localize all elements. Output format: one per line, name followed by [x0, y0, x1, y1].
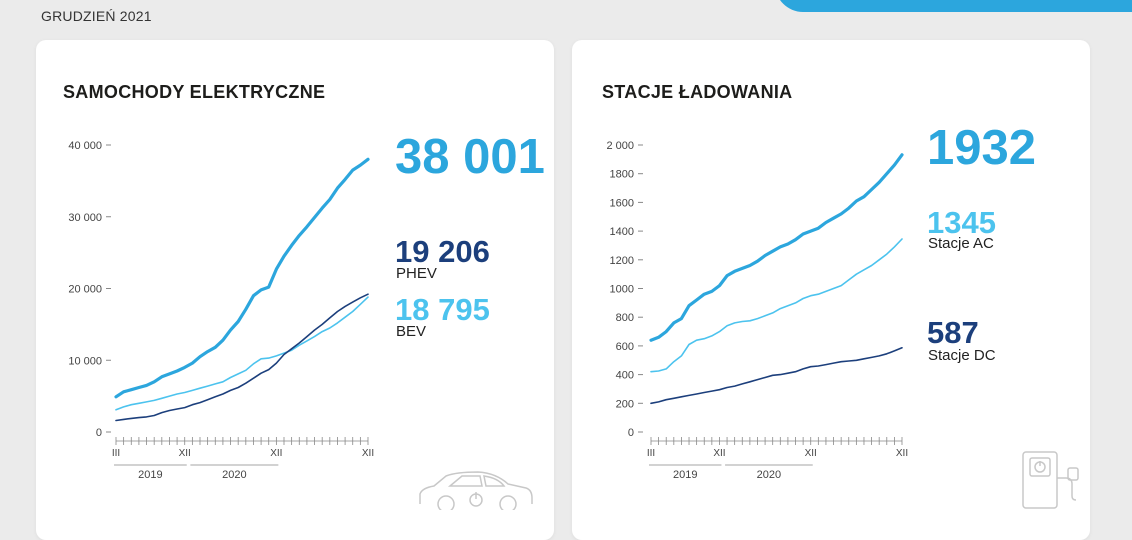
year-label: 2020	[222, 469, 246, 481]
series-line-2	[115, 293, 369, 422]
x-tick-label: III	[112, 448, 120, 459]
y-tick-label: 400	[616, 370, 634, 382]
x-tick-label: XII	[713, 448, 725, 459]
card-electric-cars: SAMOCHODY ELEKTRYCZNE 0 10 000 20 000 30 00…	[36, 40, 554, 540]
y-tick-label: 600	[616, 341, 634, 353]
bev-value: 18 795	[395, 292, 490, 327]
y-tick-label: 1800	[610, 169, 634, 181]
card-charging-stations: STACJE ŁADOWANIA 0 200 400 600 800 1000 1200 14…	[572, 40, 1090, 540]
card-title: SAMOCHODY ELEKTRYCZNE	[63, 82, 326, 102]
x-tick-label: XII	[805, 448, 817, 459]
total-value: 1932	[927, 121, 1037, 175]
y-tick-label: 1000	[610, 284, 634, 296]
series-line-3	[115, 296, 369, 411]
year-label: 2019	[138, 469, 162, 481]
y-tick-label: 0	[628, 427, 634, 439]
header-tab-decoration	[775, 0, 1132, 12]
report-date: GRUDZIEŃ 2021	[41, 8, 152, 24]
y-tick-label: 0	[96, 427, 102, 439]
card-title: STACJE ŁADOWANIA	[602, 82, 793, 102]
series-total-line	[114, 157, 370, 399]
y-tick-label: 10 000	[68, 355, 102, 367]
x-tick-label: III	[647, 448, 655, 459]
phev-value: 19 206	[395, 234, 490, 269]
ac-label: Stacje AC	[928, 235, 994, 252]
chart-electric-cars: 0 10 000 20 000 30 000 40 000 III XII XII XII 201…	[68, 140, 374, 481]
y-tick-label: 200	[616, 398, 634, 410]
y-tick-label: 30 000	[68, 212, 102, 224]
y-tick-label: 800	[616, 312, 634, 324]
x-tick-label: XII	[362, 448, 374, 459]
car-icon	[419, 471, 533, 510]
charger-icon	[1022, 451, 1079, 509]
bev-label: BEV	[396, 323, 427, 340]
chart-charging-stations: 0 200 400 600 800 1000 1200 1400 1600 1800 2 000 II…	[606, 140, 908, 481]
y-tick-label: 2 000	[606, 140, 634, 152]
series-total-line	[649, 153, 904, 342]
y-tick-label: 1400	[610, 226, 634, 238]
dc-value: 587	[927, 315, 979, 350]
y-tick-label: 1200	[610, 255, 634, 267]
y-tick-label: 1600	[610, 197, 634, 209]
phev-label: PHEV	[396, 265, 437, 282]
y-tick-label: 40 000	[68, 140, 102, 152]
total-value: 38 001	[395, 130, 545, 184]
y-tick-label: 20 000	[68, 284, 102, 296]
ac-value: 1345	[927, 205, 996, 240]
year-label: 2020	[757, 469, 781, 481]
x-tick-label: XII	[270, 448, 282, 459]
x-tick-label: XII	[179, 448, 191, 459]
dc-label: Stacje DC	[928, 347, 996, 364]
series-line-3	[650, 347, 903, 405]
x-tick-label: XII	[896, 448, 908, 459]
series-line-2	[650, 238, 903, 373]
year-label: 2019	[673, 469, 697, 481]
